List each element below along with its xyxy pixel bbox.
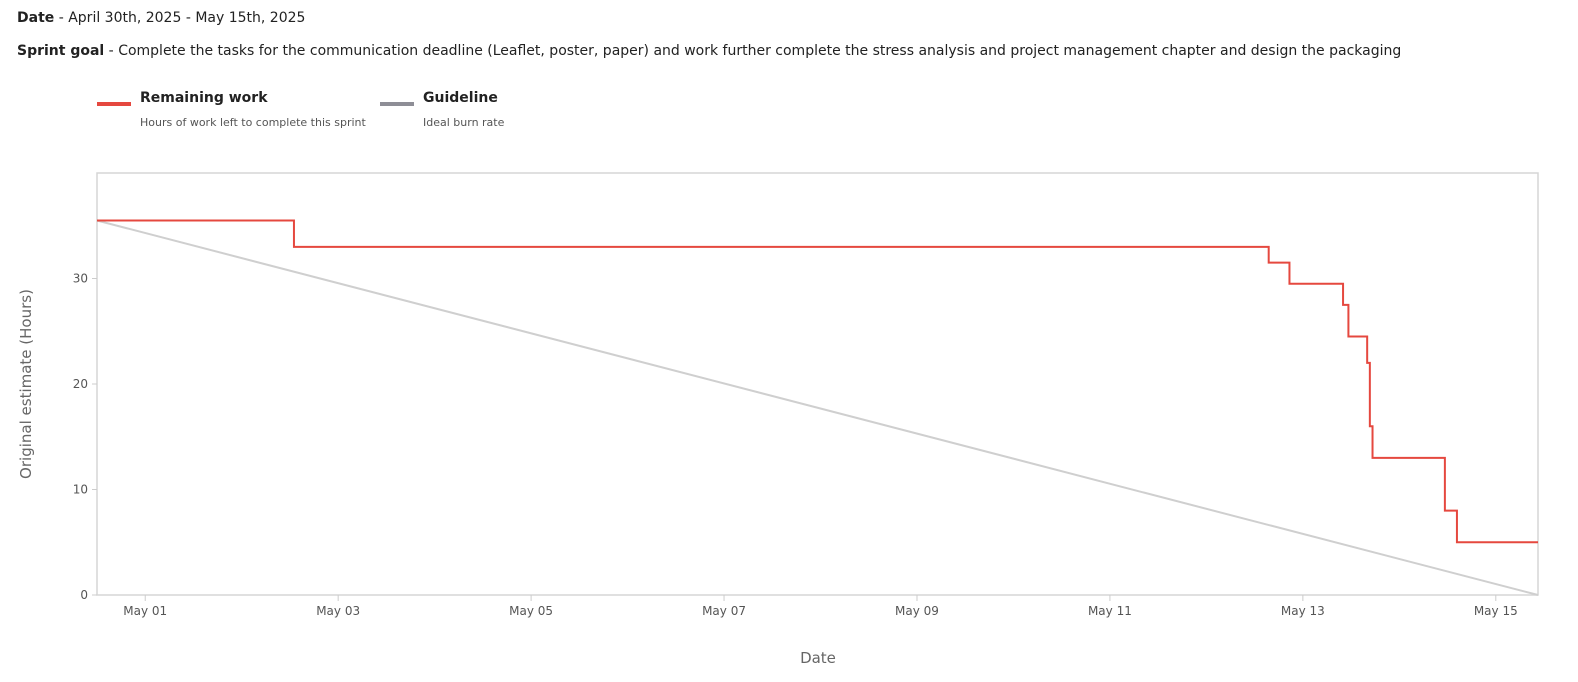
separator: - xyxy=(54,10,69,26)
sprint-goal: Sprint goal - Complete the tasks for the… xyxy=(17,43,1401,59)
x-tick-label: May 05 xyxy=(509,604,553,618)
legend-swatch-remaining xyxy=(97,102,131,106)
separator: - xyxy=(104,43,119,59)
x-axis-label: Date xyxy=(800,649,836,667)
goal-value: Complete the tasks for the communication… xyxy=(118,43,1402,59)
x-tick-label: May 09 xyxy=(895,604,939,618)
legend-title: Remaining work xyxy=(140,90,268,106)
y-tick-label: 10 xyxy=(73,483,88,497)
x-tick-label: May 03 xyxy=(316,604,360,618)
legend-description: Hours of work left to complete this spri… xyxy=(140,116,366,129)
legend-title: Guideline xyxy=(423,90,498,106)
plot-area xyxy=(96,172,1539,596)
remaining-work-series xyxy=(97,219,1538,544)
goal-label: Sprint goal xyxy=(17,43,105,59)
x-tick-label: May 01 xyxy=(123,604,167,618)
y-tick-label: 30 xyxy=(73,272,88,286)
date-value: April 30th, 2025 - May 15th, 2025 xyxy=(68,10,306,26)
legend-description: Ideal burn rate xyxy=(423,116,505,129)
x-tick-label: May 11 xyxy=(1088,604,1132,618)
date-range: Date - April 30th, 2025 - May 15th, 2025 xyxy=(17,10,305,26)
y-tick-label: 20 xyxy=(73,377,88,391)
x-tick-label: May 15 xyxy=(1474,604,1518,618)
y-axis-label: Original estimate (Hours) xyxy=(17,289,35,479)
x-tick-label: May 13 xyxy=(1281,604,1325,618)
x-tick-label: May 07 xyxy=(702,604,746,618)
guideline-series xyxy=(96,219,1539,596)
y-tick-label: 0 xyxy=(80,588,88,602)
date-label: Date xyxy=(17,10,55,26)
legend-swatch-guideline xyxy=(380,102,414,106)
